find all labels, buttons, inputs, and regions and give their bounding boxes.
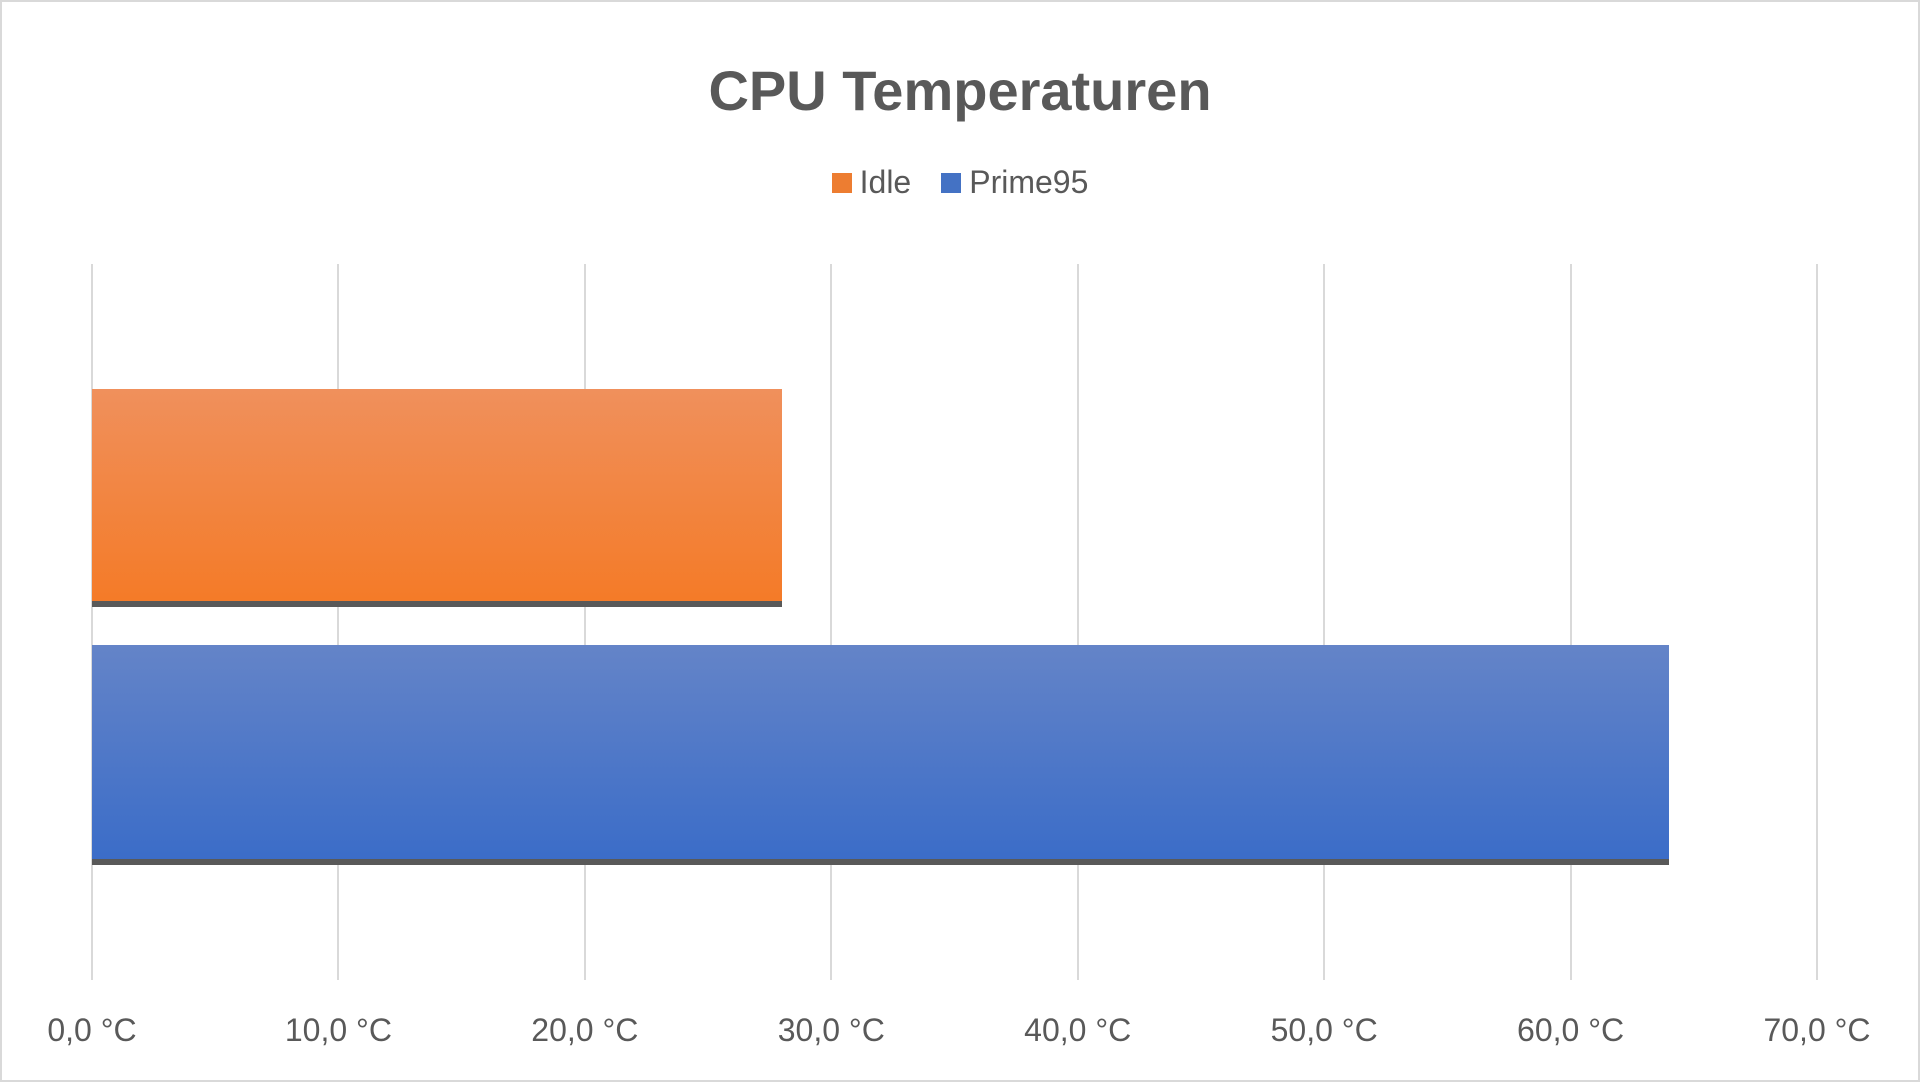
- x-tick-label: 70,0 °C: [1763, 1012, 1871, 1048]
- gridline: [830, 264, 833, 980]
- legend-item-idle[interactable]: Idle: [831, 164, 912, 201]
- x-tick-label: 60,0 °C: [1517, 1012, 1625, 1048]
- legend-label-idle: Idle: [859, 164, 912, 200]
- gridline: [583, 264, 586, 980]
- legend-item-prime95[interactable]: Prime95: [941, 164, 1088, 201]
- bar-prime95[interactable]: [92, 645, 1670, 865]
- x-tick-label: 0,0 °C: [47, 1012, 137, 1048]
- gridline: [337, 264, 340, 980]
- x-tick-label: 10,0 °C: [284, 1012, 392, 1048]
- bar-idle[interactable]: [92, 389, 782, 607]
- gridline: [91, 264, 93, 980]
- bar-shadow: [92, 601, 782, 607]
- bar-shadow: [92, 859, 1670, 865]
- legend-label-prime95: Prime95: [969, 164, 1089, 200]
- legend-swatch-idle-icon: [831, 172, 852, 193]
- x-tick-label: 40,0 °C: [1024, 1012, 1132, 1048]
- gridline: [1569, 264, 1572, 980]
- chart-title: CPU Temperaturen: [708, 59, 1212, 122]
- x-tick-label: 50,0 °C: [1270, 1012, 1378, 1048]
- gridline: [1323, 264, 1326, 980]
- legend-swatch-prime95-icon: [941, 172, 962, 193]
- x-tick-label: 20,0 °C: [531, 1012, 639, 1048]
- legend: Idle Prime95: [0, 164, 1920, 201]
- x-tick-label: 30,0 °C: [777, 1012, 885, 1048]
- gridline: [1816, 264, 1818, 980]
- gridline: [1076, 264, 1079, 980]
